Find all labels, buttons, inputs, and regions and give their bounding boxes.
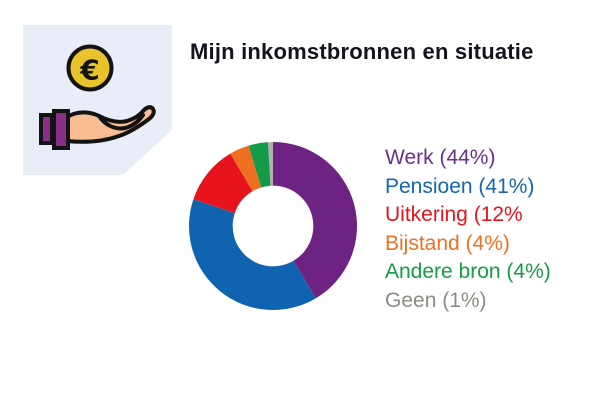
donut-segment-uitkering: [193, 153, 253, 214]
sleeve-cuff-small: [39, 113, 54, 145]
donut-segment-pensioen: [188, 199, 316, 311]
donut-chart: [188, 141, 358, 311]
donut-segment-geen: [268, 142, 273, 186]
legend-item-pensioen: Pensioen (41%): [385, 174, 535, 198]
sleeve-cuff-large: [52, 109, 70, 150]
hand-palm-fold-line: [97, 113, 145, 131]
donut-segment-werk: [273, 142, 358, 299]
euro-symbol: €: [79, 54, 99, 87]
legend-item-bijstand: Bijstand (4%): [385, 231, 510, 255]
chart-legend: Werk (44%) Pensioen (41%) Uitkering (12% Bi…: [385, 144, 551, 315]
hand-receiving-euro-icon: €: [39, 44, 156, 150]
donut-segment-bijstand: [230, 145, 262, 192]
legend-item-andere-bron: Andere bron (4%): [385, 260, 551, 283]
donut-chart-svg: [188, 142, 358, 311]
euro-coin-icon: [66, 44, 114, 92]
legend-item-werk: Werk (44%): [385, 146, 496, 169]
legend-item-uitkering: Uitkering (12%: [385, 203, 523, 226]
donut-segment-andere-bron: [248, 142, 271, 188]
page-title: Mijn inkomstbronnen en situatie: [190, 39, 534, 64]
legend-item-geen: Geen (1%): [385, 288, 487, 312]
income-icon-panel: €: [23, 25, 172, 175]
